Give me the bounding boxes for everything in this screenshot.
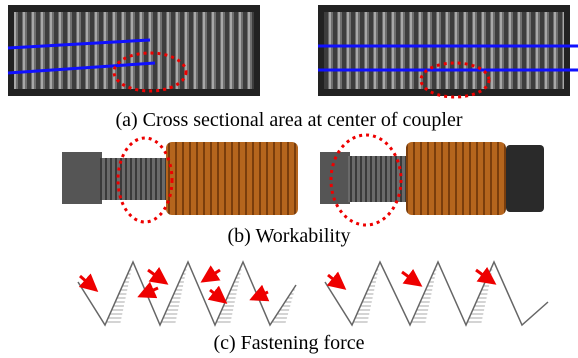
photo-left bbox=[8, 5, 260, 96]
caption: (b) Workability bbox=[228, 225, 351, 247]
thread-profile-left bbox=[78, 262, 296, 325]
thread-profile-right bbox=[325, 262, 548, 325]
coupler-right bbox=[320, 135, 544, 225]
caption: (a) Cross sectional area at center of co… bbox=[115, 109, 462, 131]
photo-right bbox=[318, 5, 578, 97]
coupler-left bbox=[62, 138, 298, 222]
figure: (a) Cross sectional area at center of co… bbox=[0, 0, 578, 358]
caption: (c) Fastening force bbox=[213, 332, 364, 354]
